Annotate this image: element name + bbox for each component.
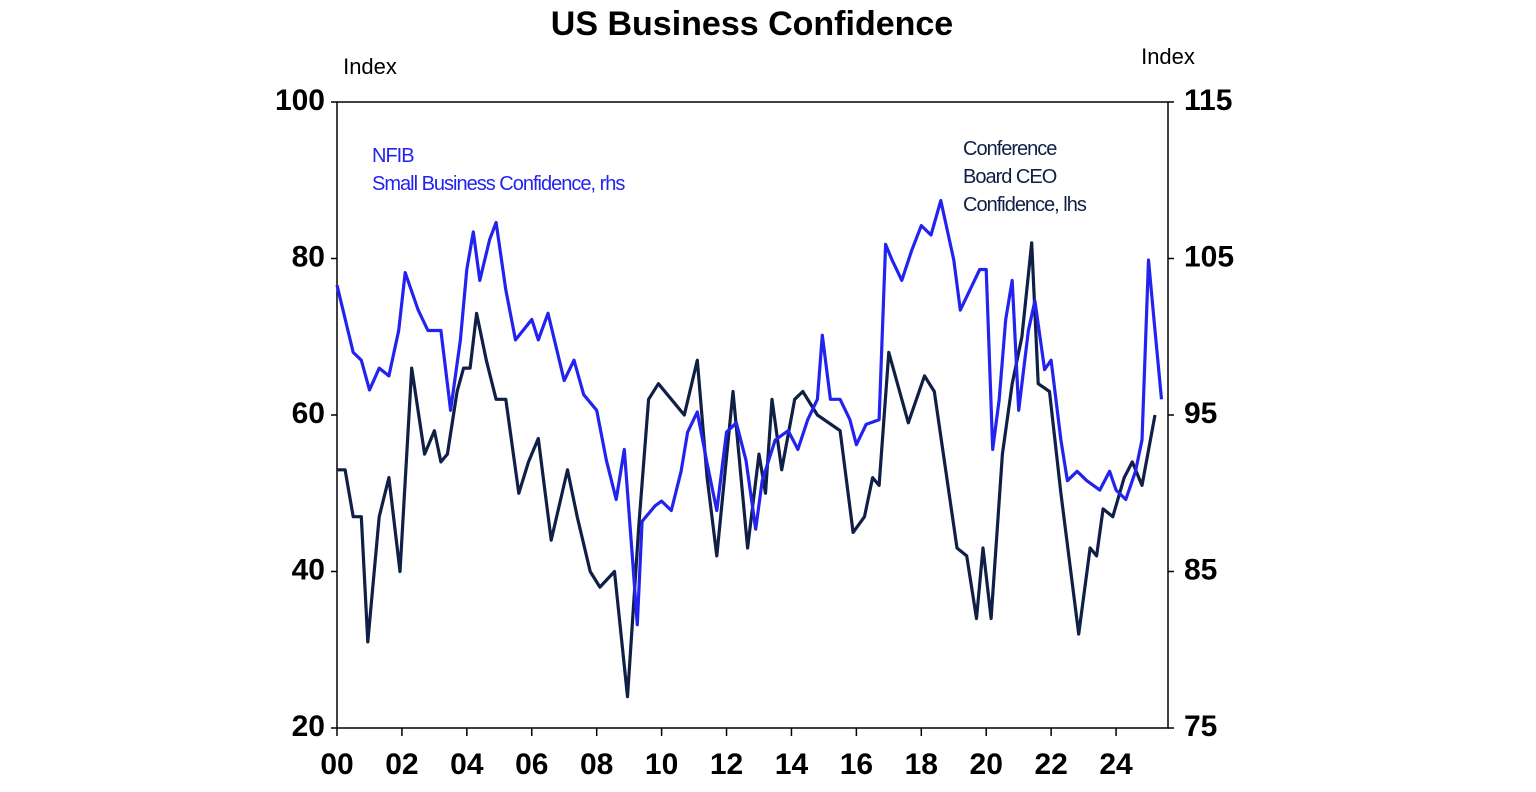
x-tick-label: 00: [320, 748, 353, 781]
x-tick-label: 12: [710, 748, 743, 781]
x-tick-label: 06: [515, 748, 548, 781]
x-tick-label: 14: [775, 748, 809, 781]
x-tick-label: 10: [645, 748, 678, 781]
x-tick-label: 04: [450, 748, 484, 781]
x-tick-label: 02: [385, 748, 418, 781]
y2-tick-label: 75: [1184, 710, 1217, 743]
y2-tick-label: 95: [1184, 397, 1217, 430]
y-axis-label: Index: [343, 54, 397, 79]
series-line: [337, 241, 1157, 699]
x-tick-label: 08: [580, 748, 613, 781]
x-tick-label: 20: [970, 748, 1003, 781]
x-tick-label: 18: [905, 748, 938, 781]
y-tick-label: 80: [292, 240, 325, 273]
series-label-line: NFIB: [372, 145, 414, 167]
y2-tick-label: 105: [1184, 240, 1234, 273]
series-label-line: Confidence, lhs: [963, 194, 1087, 216]
x-tick-label: 16: [840, 748, 873, 781]
chart-title: US Business Confidence: [551, 5, 953, 43]
series-label: Conference Board CEO Confidence, lhs: [963, 138, 1087, 216]
series-label-line: Board CEO: [963, 166, 1057, 188]
y-tick-label: 40: [292, 553, 325, 586]
series-label-line: Conference: [963, 138, 1057, 160]
y2-tick-label: 85: [1184, 553, 1217, 586]
series-line: [335, 199, 1164, 627]
x-tick-label: 22: [1034, 748, 1067, 781]
x-tick-label: 24: [1099, 748, 1133, 781]
y-tick-label: 20: [292, 710, 325, 743]
y2-tick-label: 115: [1184, 84, 1232, 117]
y-tick-label: 100: [275, 84, 325, 117]
y-tick-label: 60: [292, 397, 325, 430]
y2-axis-label: Index: [1141, 44, 1195, 69]
series-label-line: Small Business Confidence, rhs: [372, 173, 625, 195]
series-label: NFIB Small Business Confidence, rhs: [372, 145, 625, 195]
